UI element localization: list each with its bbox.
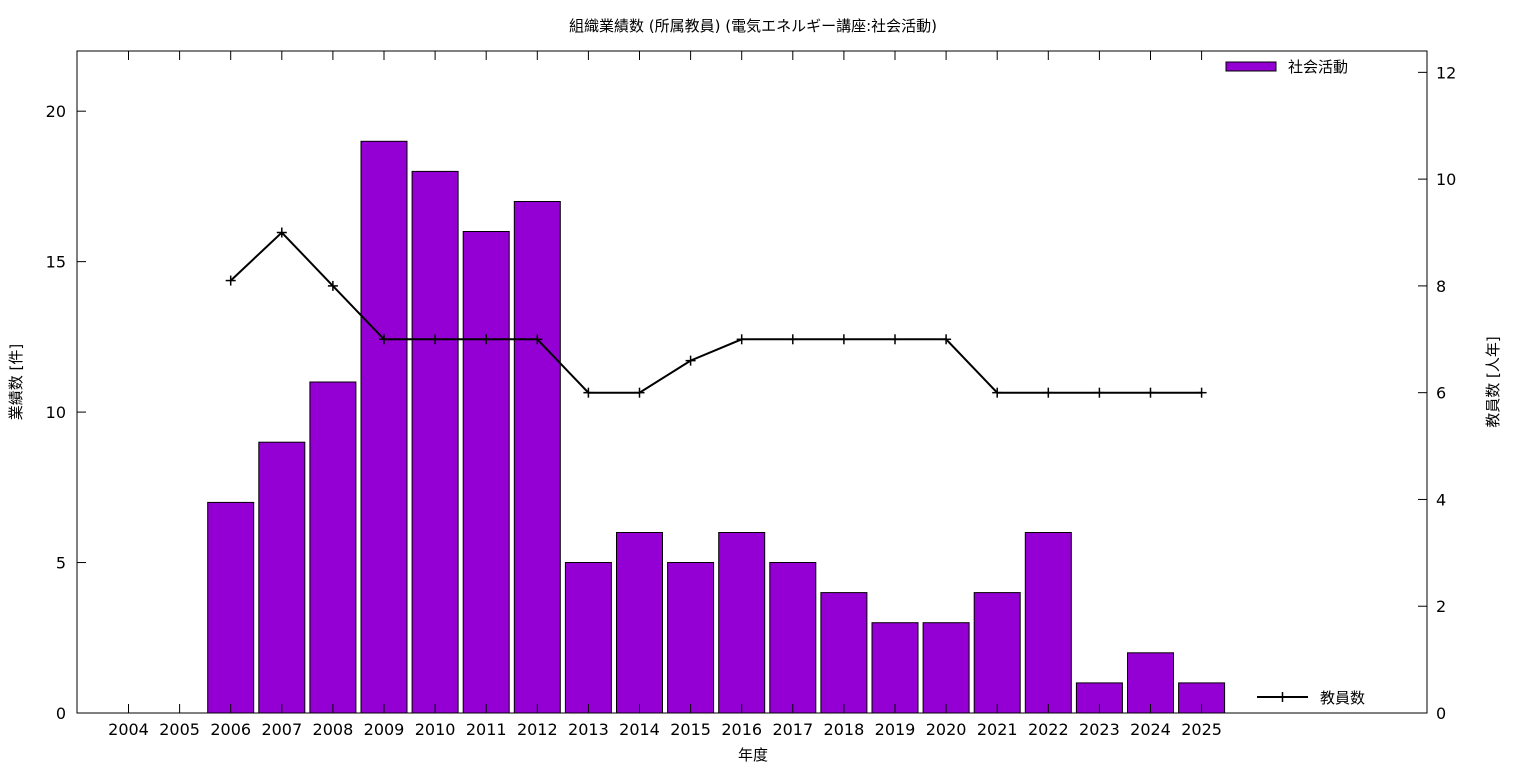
bar-2021: [973, 592, 1021, 714]
bar-2006: [207, 501, 255, 714]
bar-2015: [667, 562, 715, 714]
y2-tick-label: 2: [1436, 597, 1446, 616]
x-tick-label: 2022: [1028, 720, 1069, 739]
y-tick-label: 0: [56, 704, 66, 723]
bar-2012: [513, 201, 561, 714]
line-path: [230, 231, 1202, 394]
y2-tick-label: 4: [1436, 490, 1446, 509]
x-tick-label: 2009: [364, 720, 405, 739]
line-point-2010: [430, 334, 441, 345]
x-tick-label: 2006: [210, 720, 251, 739]
x-tick-label: 2018: [824, 720, 865, 739]
line-point-2018: [838, 334, 849, 345]
x-tick-label: 2012: [517, 720, 558, 739]
line-series: [225, 227, 1207, 398]
bar-2017: [769, 562, 817, 714]
x-tick-label: 2019: [875, 720, 916, 739]
line-point-2017: [787, 334, 798, 345]
x-tick-label: 2004: [108, 720, 149, 739]
bar-2009: [360, 140, 408, 714]
y2-tick-label: 12: [1436, 63, 1456, 82]
y-tick-label: 15: [46, 253, 66, 272]
x-tick-label: 2015: [670, 720, 711, 739]
x-tick-label: 2011: [466, 720, 507, 739]
line-point-2007: [276, 227, 287, 238]
line-point-2020: [941, 334, 952, 345]
x-tick-label: 2023: [1079, 720, 1120, 739]
line-point-2006: [225, 275, 236, 286]
x-tick-label: 2007: [261, 720, 302, 739]
x-tick-label: 2014: [619, 720, 660, 739]
y-axis-left: 0 5 10 15 20: [46, 102, 86, 723]
y-axis-label: 業績数 [件]: [7, 344, 25, 420]
y2-tick-label: 10: [1436, 170, 1456, 189]
bar-2014: [616, 532, 663, 714]
x-axis: 2004 2005 2006 2007 2008 2009 2010 2011 2012 2013…: [108, 51, 1222, 739]
legend-line: 教員数: [1257, 689, 1365, 707]
x-tick-label: 2005: [159, 720, 200, 739]
bar-series: [207, 140, 1226, 714]
legend-bar-label: 社会活動: [1288, 58, 1348, 76]
bar-2013: [564, 562, 612, 714]
bar-2011: [462, 231, 510, 714]
bar-2022: [1024, 532, 1072, 714]
line-point-2021: [992, 387, 1003, 398]
line-point-2013: [583, 387, 594, 398]
chart-title: 組織業績数 (所属教員) (電気エネルギー講座:社会活動): [569, 17, 937, 35]
line-point-2014: [634, 387, 645, 398]
y2-axis-label: 教員数 [人年]: [1484, 336, 1502, 427]
x-tick-label: 2017: [772, 720, 813, 739]
x-tick-label: 2008: [313, 720, 354, 739]
bar-2020: [922, 622, 970, 714]
bar-2018: [820, 592, 868, 714]
y-tick-label: 5: [56, 554, 66, 573]
bar-2008: [309, 381, 357, 714]
line-point-2025: [1196, 387, 1207, 398]
bar-2024: [1127, 652, 1174, 714]
y-tick-label: 20: [46, 102, 66, 121]
y-axis-right: 0 2 4 6 8 10 12: [1418, 63, 1456, 723]
line-point-2019: [890, 334, 900, 345]
y-tick-label: 10: [46, 403, 66, 422]
legend-line-label: 教員数: [1320, 689, 1365, 707]
x-tick-label: 2020: [926, 720, 967, 739]
y2-tick-label: 8: [1436, 277, 1446, 296]
x-tick-label: 2010: [415, 720, 456, 739]
line-point-2009: [379, 334, 389, 345]
x-tick-label: 2021: [977, 720, 1018, 739]
line-point-2022: [1043, 387, 1054, 398]
line-point-2008: [327, 280, 338, 291]
bar-2016: [718, 532, 766, 714]
bar-2019: [871, 622, 919, 714]
line-point-2016: [736, 334, 747, 345]
legend-bar-swatch: [1225, 61, 1277, 72]
y2-tick-label: 6: [1436, 384, 1446, 403]
line-point-2023: [1094, 387, 1105, 398]
bar-2010: [411, 170, 459, 714]
x-tick-label: 2025: [1181, 720, 1222, 739]
x-tick-label: 2024: [1130, 720, 1171, 739]
legend-bar: 社会活動: [1225, 58, 1348, 76]
y2-tick-label: 0: [1436, 704, 1446, 723]
x-tick-label: 2013: [568, 720, 609, 739]
line-point-2012: [532, 334, 543, 345]
bar-2007: [258, 441, 306, 714]
line-point-2024: [1145, 387, 1156, 398]
line-point-2015: [685, 355, 696, 366]
x-axis-label: 年度: [738, 746, 768, 764]
x-tick-label: 2016: [721, 720, 762, 739]
line-point-2011: [481, 334, 492, 345]
